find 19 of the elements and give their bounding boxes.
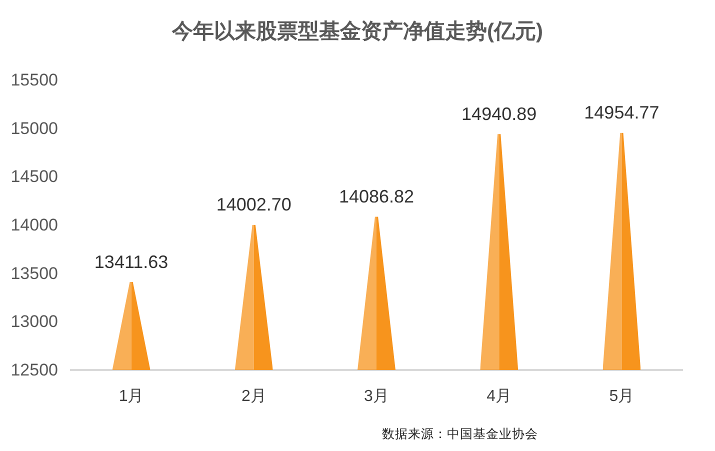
x-tick-label: 5月 <box>609 388 634 405</box>
y-tick-label: 12500 <box>10 360 58 380</box>
source-note: 数据来源：中国基金业协会 <box>382 427 538 441</box>
y-tick-label: 15000 <box>10 118 58 138</box>
chart-title: 今年以来股票型基金资产净值走势(亿元) <box>172 20 543 43</box>
x-tick-label: 2月 <box>241 388 266 405</box>
x-tick-label: 3月 <box>364 388 389 405</box>
x-tick-label: 1月 <box>118 388 144 405</box>
y-tick-label: 13500 <box>10 264 58 283</box>
y-tick-label: 15500 <box>10 70 58 90</box>
data-label: 14002.70 <box>216 194 292 215</box>
y-tick-label: 14000 <box>10 216 58 234</box>
y-tick-label: 13000 <box>10 312 58 332</box>
data-label: 14954.77 <box>584 102 660 123</box>
data-label: 14940.89 <box>462 104 537 124</box>
data-label: 13411.63 <box>94 252 168 272</box>
x-tick-label: 4月 <box>486 388 512 405</box>
data-label: 14086.82 <box>338 186 414 207</box>
y-tick-label: 14500 <box>10 167 58 186</box>
